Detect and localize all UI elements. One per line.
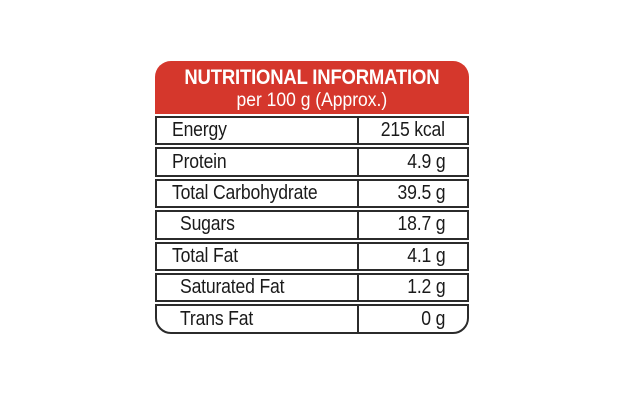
nutrient-name: Saturated Fat: [180, 276, 285, 299]
nutrient-value-cell: 0 g: [357, 306, 467, 332]
table-row-saturated-fat: Saturated Fat 1.2 g: [155, 272, 469, 303]
label-subtitle: per 100 g (Approx.): [236, 90, 388, 111]
nutrient-name: Total Carbohydrate: [172, 181, 318, 204]
nutrient-value-cell: 4.9 g: [357, 149, 467, 175]
nutrient-name: Trans Fat: [180, 307, 254, 330]
nutrient-value-cell: 4.1 g: [357, 243, 467, 269]
label-title: NUTRITIONAL INFORMATION: [184, 66, 440, 89]
nutrient-name-cell: Total Fat: [157, 244, 357, 269]
nutrition-label-card: NUTRITIONAL INFORMATION per 100 g (Appro…: [155, 61, 469, 334]
table-row-trans-fat: Trans Fat 0 g: [155, 304, 469, 334]
nutrient-name-cell: Protein: [157, 149, 357, 174]
nutrient-value-cell: 39.5 g: [357, 180, 467, 207]
nutrient-value: 0 g: [421, 307, 445, 330]
nutrient-name-cell: Saturated Fat: [157, 275, 357, 300]
nutrient-name: Total Fat: [172, 244, 238, 267]
nutrient-name: Energy: [172, 119, 227, 142]
label-header: NUTRITIONAL INFORMATION per 100 g (Appro…: [155, 61, 469, 114]
nutrient-name-cell: Trans Fat: [157, 306, 357, 331]
nutrient-name-cell: Sugars: [157, 212, 357, 237]
nutrient-value-cell: 215 kcal: [357, 118, 467, 144]
nutrient-name-cell: Total Carbohydrate: [157, 181, 357, 206]
nutrient-value: 39.5 g: [397, 181, 445, 204]
nutrient-name: Sugars: [180, 213, 235, 236]
nutrient-name-cell: Energy: [157, 118, 357, 143]
nutrient-value: 215 kcal: [380, 119, 445, 142]
nutrient-value: 4.9 g: [406, 150, 445, 173]
table-row-sugars: Sugars 18.7 g: [155, 210, 469, 240]
table-row-total-carbohydrate: Total Carbohydrate 39.5 g: [155, 178, 469, 209]
nutrient-value: 1.2 g: [406, 276, 445, 299]
nutrient-value-cell: 18.7 g: [357, 212, 467, 238]
nutrient-value: 18.7 g: [397, 213, 445, 236]
table-row-energy: Energy 215 kcal: [155, 116, 469, 146]
table-row-total-fat: Total Fat 4.1 g: [155, 241, 469, 271]
nutrient-value-cell: 1.2 g: [357, 274, 467, 301]
table-row-protein: Protein 4.9 g: [155, 147, 469, 177]
nutrition-table: Energy 215 kcal Protein 4.9 g Total Carb…: [155, 116, 469, 334]
nutrient-name: Protein: [172, 150, 227, 173]
nutrient-value: 4.1 g: [406, 244, 445, 267]
